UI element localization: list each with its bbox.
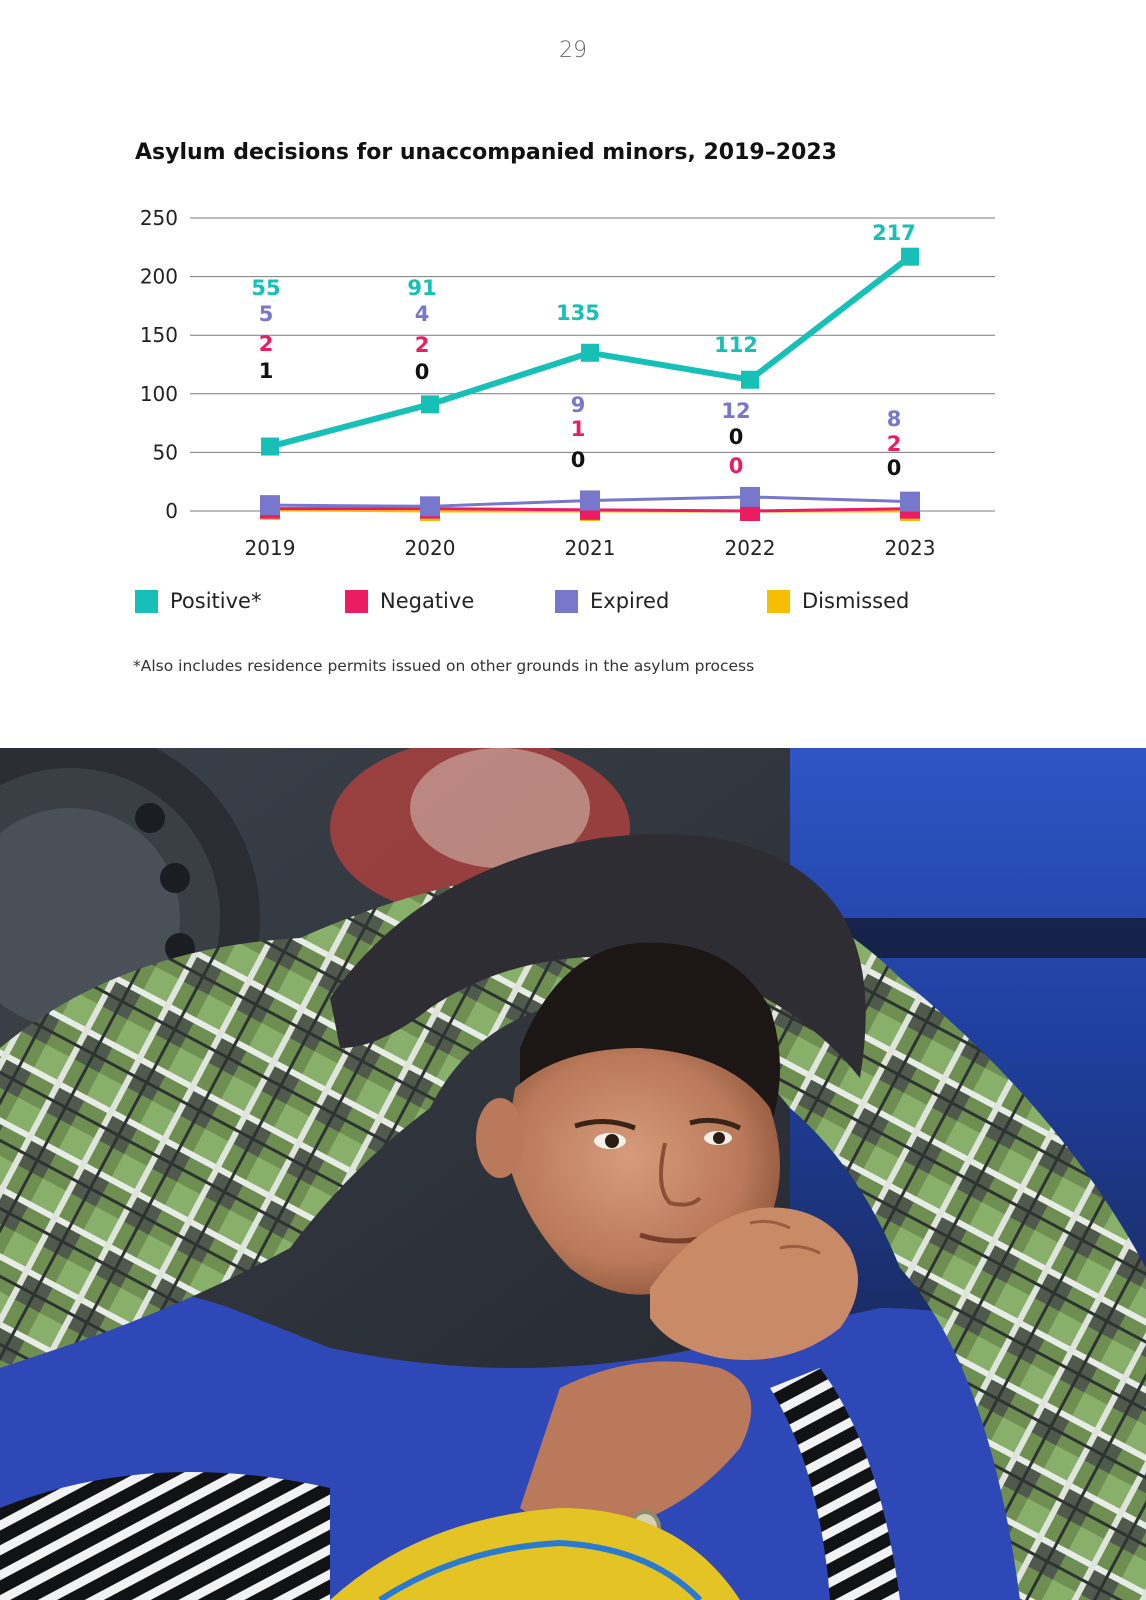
point-expired [260, 495, 280, 516]
data-label-expired: 8 [887, 407, 902, 431]
legend-item-positive: Positive* [135, 586, 261, 616]
point-expired [420, 496, 440, 517]
x-tick-label: 2023 [885, 536, 936, 560]
legend-label-positive: Positive* [170, 589, 262, 613]
data-label-expired: 9 [571, 393, 586, 417]
y-tick-label: 100 [140, 382, 178, 406]
data-label-dismissed: 0 [729, 425, 744, 449]
x-tick-label: 2022 [725, 536, 776, 560]
data-label-positive: 91 [407, 276, 436, 300]
data-label-dismissed: 0 [571, 448, 586, 472]
data-label-dismissed: 1 [259, 359, 274, 383]
y-tick-labels: 0 50 100 150 200 250 [140, 206, 178, 523]
photo-illustration [0, 748, 1146, 1600]
grid-lines [190, 217, 995, 512]
data-label-dismissed: 0 [887, 456, 902, 480]
legend-item-negative: Negative [345, 586, 474, 616]
data-label-expired: 5 [259, 302, 274, 326]
point-positive [421, 395, 439, 414]
point-expired [900, 491, 920, 512]
data-label-negative: 2 [415, 333, 430, 357]
legend-swatch-expired [555, 589, 578, 613]
data-label-negative: 2 [259, 332, 274, 356]
data-label-negative: 2 [887, 432, 902, 456]
y-tick-label: 150 [140, 323, 178, 347]
y-tick-label: 250 [140, 206, 178, 230]
y-tick-label: 200 [140, 265, 178, 289]
data-label-positive: 55 [251, 276, 280, 300]
x-tick-label: 2020 [405, 536, 456, 560]
series-lines [260, 247, 920, 521]
data-label-positive: 135 [556, 301, 600, 325]
page-number: 29 [559, 38, 587, 63]
legend-item-expired: Expired [555, 586, 669, 616]
chart-title: Asylum decisions for unaccompanied minor… [135, 140, 837, 165]
legend-swatch-negative [345, 589, 368, 613]
legend-label-dismissed: Dismissed [802, 589, 910, 613]
point-expired [580, 490, 600, 511]
legend-swatch-positive [135, 589, 158, 613]
legend-label-negative: Negative [380, 589, 475, 613]
chart-footnote: *Also includes residence permits issued … [133, 657, 755, 675]
x-tick-label: 2021 [565, 536, 616, 560]
x-tick-label: 2019 [245, 536, 296, 560]
legend-label-expired: Expired [590, 589, 670, 613]
legend-item-dismissed: Dismissed [767, 586, 909, 616]
x-tick-labels: 2019 2020 2021 2022 2023 [245, 536, 936, 560]
chart-legend: Positive* Negative Expired Dismissed [135, 586, 955, 616]
photo-boy-with-jacket [0, 748, 1146, 1600]
point-positive [901, 247, 919, 266]
data-label-positive: 112 [714, 333, 758, 357]
data-label-negative: 0 [729, 454, 744, 478]
point-positive [741, 370, 759, 389]
y-tick-label: 0 [165, 499, 178, 523]
point-expired [740, 486, 760, 507]
data-label-negative: 1 [571, 417, 586, 441]
point-positive [581, 343, 599, 362]
y-tick-label: 50 [153, 440, 178, 464]
legend-swatch-dismissed [767, 589, 790, 613]
data-label-dismissed: 0 [415, 360, 430, 384]
point-positive [261, 437, 279, 456]
data-label-expired: 4 [415, 302, 430, 326]
data-label-positive: 217 [872, 221, 916, 245]
data-label-expired: 12 [721, 399, 750, 423]
